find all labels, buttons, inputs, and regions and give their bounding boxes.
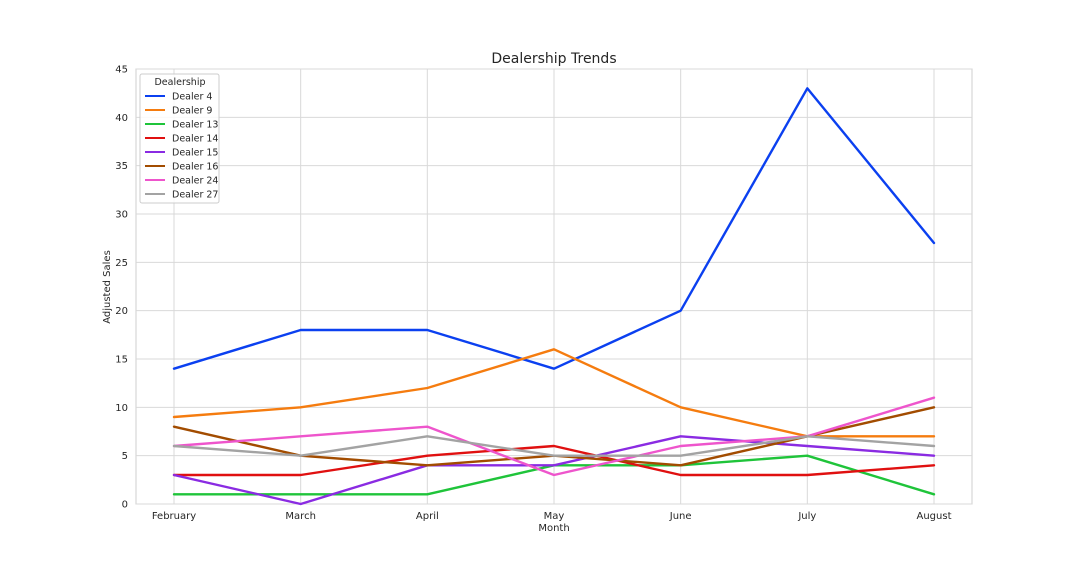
- series-line-dealer-14: [172, 444, 936, 477]
- series-line-dealer-15: [172, 435, 936, 506]
- legend-label: Dealer 16: [172, 162, 218, 173]
- legend-title: Dealership: [154, 77, 205, 88]
- y-tick-label: 0: [122, 500, 128, 511]
- legend-box: [139, 73, 220, 204]
- y-tick-label: 10: [115, 403, 128, 414]
- x-tick-label: March: [285, 511, 315, 522]
- legend-label: Dealer 24: [172, 176, 218, 187]
- series-lines: [172, 87, 936, 506]
- x-tick-label: April: [416, 511, 439, 522]
- x-tick-labels: February March April May June July August: [152, 511, 952, 522]
- y-tick-label: 30: [115, 210, 128, 221]
- y-tick-label: 40: [115, 113, 128, 124]
- x-tick-label: August: [917, 511, 952, 522]
- x-tick-label: February: [152, 511, 196, 522]
- series-line-dealer-27: [172, 435, 936, 457]
- legend-label: Dealer 13: [172, 120, 218, 131]
- y-tick-label: 5: [122, 451, 128, 462]
- x-tick-label: July: [797, 511, 816, 522]
- legend-label: Dealer 15: [172, 148, 218, 159]
- legend-label: Dealer 27: [172, 190, 218, 201]
- legend-label: Dealer 9: [172, 106, 212, 117]
- y-tick-label: 45: [115, 65, 128, 76]
- y-tick-label: 25: [115, 258, 128, 269]
- x-axis-title: Month: [538, 523, 569, 534]
- legend-label: Dealer 4: [172, 92, 212, 103]
- y-axis-title: Adjusted Sales: [102, 250, 113, 324]
- legend-items: Dealer 4 Dealer 9 Dealer 13 Dealer 14 Dealer…: [145, 92, 218, 201]
- x-tick-label: June: [669, 511, 692, 522]
- y-tick-labels: 0 5 10 15 20 25 30 35 40 45: [115, 65, 128, 511]
- series-line-dealer-4: [172, 87, 936, 370]
- legend-label: Dealer 14: [172, 134, 218, 145]
- x-tick-label: May: [544, 511, 565, 522]
- chart-title: Dealership Trends: [491, 51, 616, 67]
- y-tick-label: 35: [115, 161, 128, 172]
- y-tick-label: 15: [115, 355, 128, 366]
- y-tick-label: 20: [115, 306, 128, 317]
